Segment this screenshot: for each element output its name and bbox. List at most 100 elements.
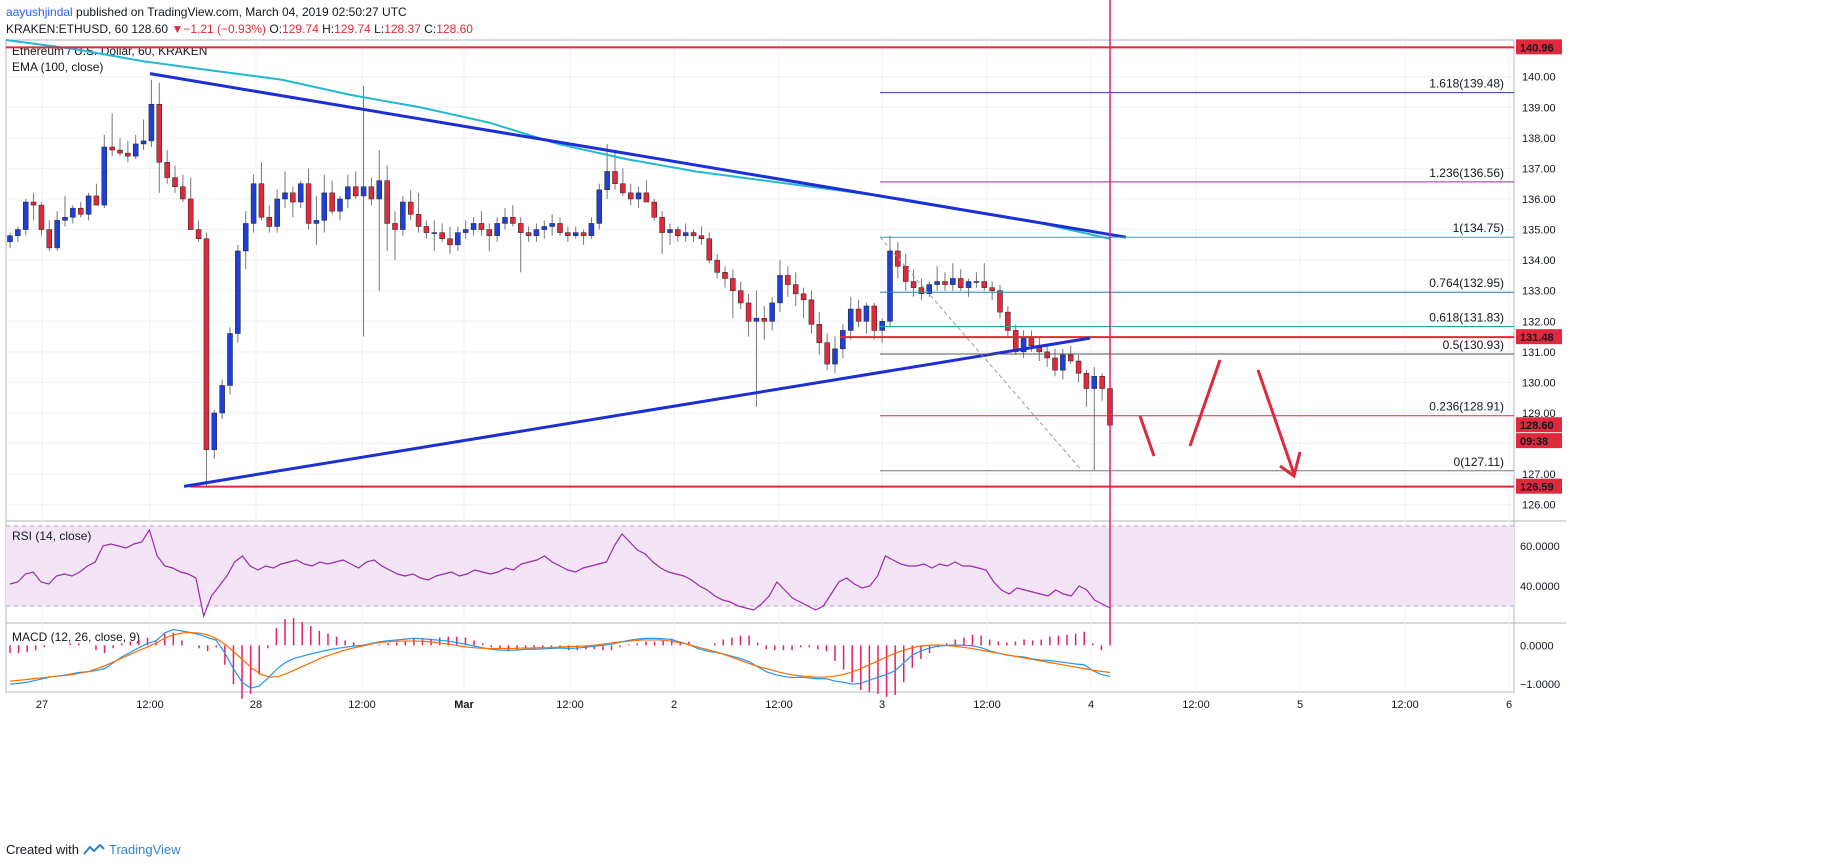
candle (15, 229, 21, 236)
macd-tick-label: 0.0000 (1520, 640, 1554, 652)
candle (549, 223, 555, 227)
x-tick-label: 12:00 (136, 699, 164, 711)
projection-arrow-down (1138, 415, 1156, 457)
x-tick-label: Mar (454, 699, 474, 711)
candle (840, 330, 846, 350)
candle (352, 186, 359, 197)
high-label: H: (322, 22, 335, 36)
candle (863, 305, 870, 322)
candle (565, 232, 571, 236)
candle (1075, 360, 1082, 374)
y-tick-label: 129.00 (1522, 408, 1556, 420)
candle (635, 192, 642, 200)
projection-arrow-up (1188, 359, 1222, 447)
candle (125, 152, 131, 157)
tradingview-link[interactable]: TradingView (108, 842, 181, 857)
candle (722, 272, 728, 279)
candle (321, 192, 328, 221)
candle (384, 180, 390, 224)
candle (478, 223, 485, 230)
candle (965, 281, 972, 288)
candle (620, 183, 626, 194)
x-tick-label: 12:00 (1391, 699, 1419, 711)
candle (879, 321, 885, 331)
candle (132, 143, 139, 157)
last-price: 128.60 (131, 22, 169, 36)
candle (832, 348, 838, 365)
candle (329, 192, 335, 212)
candle (745, 302, 752, 322)
candle (533, 229, 540, 236)
x-tick-label: 5 (1297, 699, 1303, 711)
fib-label: 0.764(132.95) (1429, 276, 1504, 290)
candle (761, 317, 768, 322)
candle (730, 278, 736, 291)
candle (431, 232, 438, 234)
candle (266, 217, 273, 227)
down-arrow-icon: ▼ (171, 22, 184, 36)
candle (447, 238, 453, 246)
candle (93, 195, 100, 206)
candle (510, 217, 516, 224)
candle (470, 223, 477, 230)
candle (808, 299, 815, 325)
candle (282, 192, 288, 200)
candle (109, 146, 115, 151)
candle (1005, 311, 1011, 331)
x-tick-label: 12:00 (348, 699, 376, 711)
candle (698, 235, 705, 239)
candle (847, 308, 854, 331)
candle (297, 183, 304, 203)
candle (290, 192, 296, 203)
candle (1067, 354, 1074, 362)
y-tick-label: 133.00 (1522, 286, 1556, 298)
candle (305, 183, 312, 224)
price-tag-label: 128.60 (1520, 420, 1554, 432)
candle (211, 412, 218, 450)
candle (85, 195, 92, 215)
candle (596, 189, 603, 224)
y-tick-label: 127.00 (1522, 469, 1556, 481)
price-tag-label: 09:38 (1520, 436, 1548, 448)
y-tick-label: 130.00 (1522, 377, 1556, 389)
fib-label: 1.236(136.56) (1429, 166, 1504, 180)
candle (753, 317, 760, 322)
author-link[interactable]: aayushjindal (6, 5, 73, 19)
fib-label: 0(127.11) (1454, 455, 1504, 469)
y-tick-label: 136.00 (1522, 194, 1556, 206)
chart-header: aayushjindal published on TradingView.co… (6, 4, 473, 37)
candle (227, 333, 233, 386)
candle (973, 281, 980, 283)
candle (46, 229, 53, 249)
candle (101, 146, 108, 206)
candle (824, 342, 830, 365)
candle (777, 275, 783, 304)
x-tick-label: 12:00 (973, 699, 1001, 711)
macd-series-line (9, 628, 1111, 689)
candle (203, 238, 210, 450)
candle (368, 186, 375, 200)
fib-label: 0.5(130.93) (1443, 338, 1504, 352)
close-value: 128.60 (436, 22, 473, 36)
candle (494, 223, 500, 236)
candle (392, 223, 398, 230)
candle (792, 284, 799, 295)
rsi-tick-label: 40.0000 (1520, 581, 1560, 593)
candle (682, 232, 689, 236)
candle (1099, 376, 1105, 389)
rsi-line (9, 528, 1111, 619)
candle (895, 250, 901, 267)
candle (462, 229, 469, 233)
price-tag-label: 126.59 (1520, 482, 1554, 494)
candle (22, 201, 29, 230)
x-tick-label: 28 (250, 699, 262, 711)
candle (156, 103, 163, 163)
y-tick-label: 139.00 (1522, 102, 1556, 114)
candle (77, 207, 84, 215)
x-tick-label: 12:00 (1182, 699, 1210, 711)
candle (997, 290, 1003, 313)
low-label: L: (374, 22, 385, 36)
candle (195, 229, 202, 239)
candle (981, 281, 988, 288)
